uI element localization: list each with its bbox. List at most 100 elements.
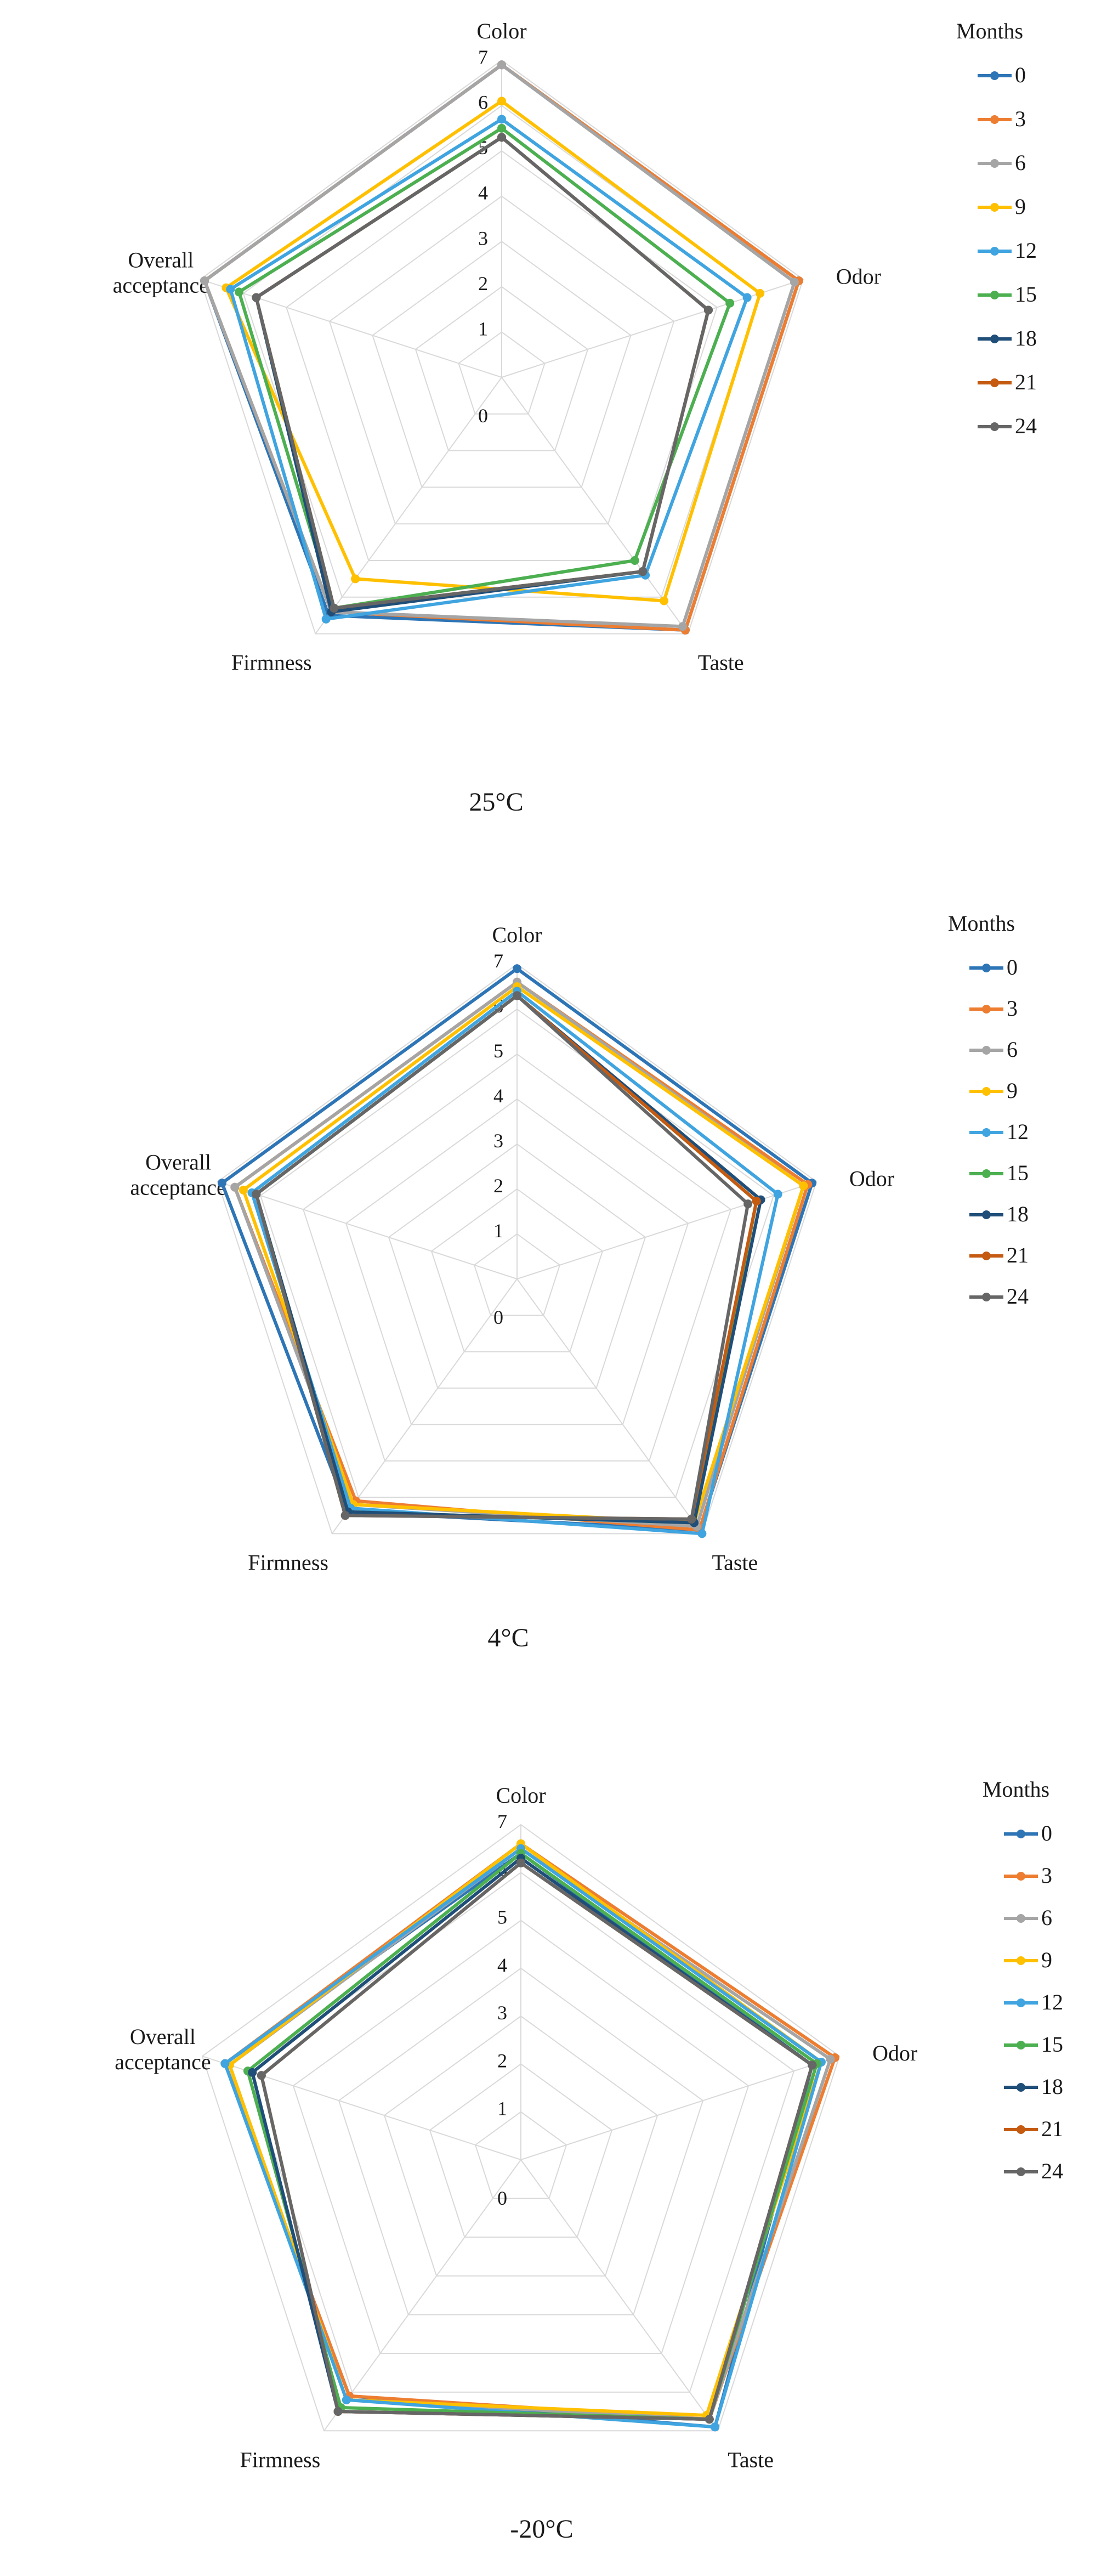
radar-grid [201, 1824, 841, 2432]
data-point-6-odor [826, 2054, 835, 2064]
legend-label: 18 [1007, 1202, 1029, 1226]
legend-item-12: 12 [978, 238, 1037, 263]
axis-label-taste: Taste [728, 2447, 774, 2472]
axis-spoke-odor [501, 279, 804, 378]
tick-label: 3 [497, 2002, 507, 2024]
legend-swatch-marker [990, 115, 999, 124]
legend-label: 18 [1041, 2074, 1063, 2099]
data-point-24-taste [638, 567, 648, 576]
legend-item-21: 21 [1004, 2116, 1063, 2141]
legend-swatch-marker [982, 1005, 991, 1014]
legend-label: 12 [1015, 238, 1037, 263]
legend-item-15: 15 [978, 282, 1037, 307]
grid-ring-6 [259, 1008, 775, 1498]
legend-item-24: 24 [969, 1284, 1029, 1309]
tick-label: 7 [478, 46, 488, 68]
data-point-9-taste [660, 596, 669, 605]
legend-label: 0 [1041, 1821, 1052, 1845]
data-point-24-odor [808, 2060, 817, 2070]
legend-swatch-marker [982, 1046, 991, 1055]
grid-ring-7 [217, 963, 818, 1535]
data-point-15-color [497, 123, 506, 133]
axis-spoke-odor [520, 2056, 840, 2160]
tick-label: 0 [478, 405, 488, 427]
series-line-15-months [246, 1852, 819, 2421]
series-line-21-months [254, 135, 710, 610]
legend-item-6: 6 [978, 150, 1026, 175]
axis-label-color: Color [492, 922, 542, 947]
axis-spoke-firmness [315, 377, 502, 635]
legend-label: 3 [1041, 1863, 1052, 1888]
series-line-18-months [251, 1856, 814, 2421]
series-line-21-months [259, 1861, 814, 2421]
data-point-24-firmness [333, 2407, 343, 2416]
axis-label-odor: Odor [836, 264, 881, 288]
tick-label: 0 [493, 1306, 503, 1328]
series-line-9-months [241, 985, 805, 1525]
legend-swatch-marker [990, 71, 999, 80]
legend-swatch-marker [1017, 1830, 1025, 1838]
grid-ring-1 [473, 1233, 561, 1316]
grid-ring-3 [388, 1143, 646, 1389]
legend-swatch-marker [982, 1087, 991, 1096]
legend-label: 6 [1007, 1037, 1018, 1062]
legend-title: Months [983, 1777, 1049, 1802]
legend-item-24: 24 [978, 414, 1037, 438]
data-point-24-odor [743, 1199, 753, 1209]
legend-label: 9 [1041, 1947, 1052, 1972]
legend-label: 6 [1041, 1905, 1052, 1930]
data-point-21-odor [752, 1197, 761, 1206]
grid-ring-3 [383, 2015, 658, 2277]
data-point-6-overall-acceptance [200, 276, 209, 285]
chart-caption: 25°C [469, 788, 523, 817]
grid-ring-2 [415, 286, 589, 451]
legend-item-0: 0 [978, 63, 1026, 87]
legend-swatch-marker [990, 378, 999, 387]
series-line-6-months [203, 63, 797, 629]
legend-label: 12 [1041, 1990, 1063, 2014]
data-point-6-odor [790, 278, 799, 287]
series-line-12-months [229, 117, 749, 621]
data-point-15-odor [725, 298, 735, 308]
legend-swatch-marker [982, 1210, 991, 1219]
axis-label-taste: Taste [698, 650, 744, 675]
legend-item-3: 3 [969, 996, 1018, 1021]
legend-item-9: 9 [978, 194, 1026, 219]
legend-swatch-marker [982, 1169, 991, 1178]
data-point-24-overall-acceptance [252, 1190, 261, 1199]
data-point-12-taste [711, 2422, 720, 2432]
tick-label: 1 [478, 318, 488, 339]
data-point-9-color [497, 97, 506, 106]
grid-ring-5 [292, 1920, 750, 2354]
data-point-24-color [497, 133, 506, 142]
legend-label: 18 [1015, 326, 1037, 350]
tick-label: 0 [497, 2187, 507, 2209]
data-point-9-odor [799, 1181, 808, 1191]
legend-item-0: 0 [969, 955, 1018, 980]
data-point-12-firmness [321, 614, 331, 624]
data-point-6-color [497, 60, 506, 70]
series-line-24-months [259, 1861, 814, 2421]
legend-item-12: 12 [969, 1119, 1029, 1144]
data-point-6-taste [678, 622, 688, 631]
grid-ring-5 [286, 150, 718, 562]
legend-label: 24 [1007, 1284, 1029, 1309]
legend-item-6: 6 [969, 1037, 1018, 1062]
data-point-0-overall-acceptance [217, 1179, 226, 1188]
axis-label-firmness: Firmness [248, 1550, 328, 1575]
legend-swatch-marker [1017, 1998, 1025, 2007]
legend-item-21: 21 [969, 1243, 1029, 1267]
legend-swatch-marker [990, 291, 999, 299]
data-point-6-overall-acceptance [230, 1182, 240, 1192]
legend-label: 0 [1007, 955, 1018, 980]
radar-grid [217, 963, 818, 1535]
grid-ring-4 [345, 1098, 689, 1425]
legend: Months 0 3 6 9 12 15 18 21 24 [956, 19, 1037, 438]
legend-label: 21 [1007, 1243, 1029, 1267]
axis-label-taste: Taste [712, 1550, 758, 1575]
legend-item-9: 9 [969, 1078, 1018, 1103]
data-point-24-overall-acceptance [257, 2071, 266, 2080]
